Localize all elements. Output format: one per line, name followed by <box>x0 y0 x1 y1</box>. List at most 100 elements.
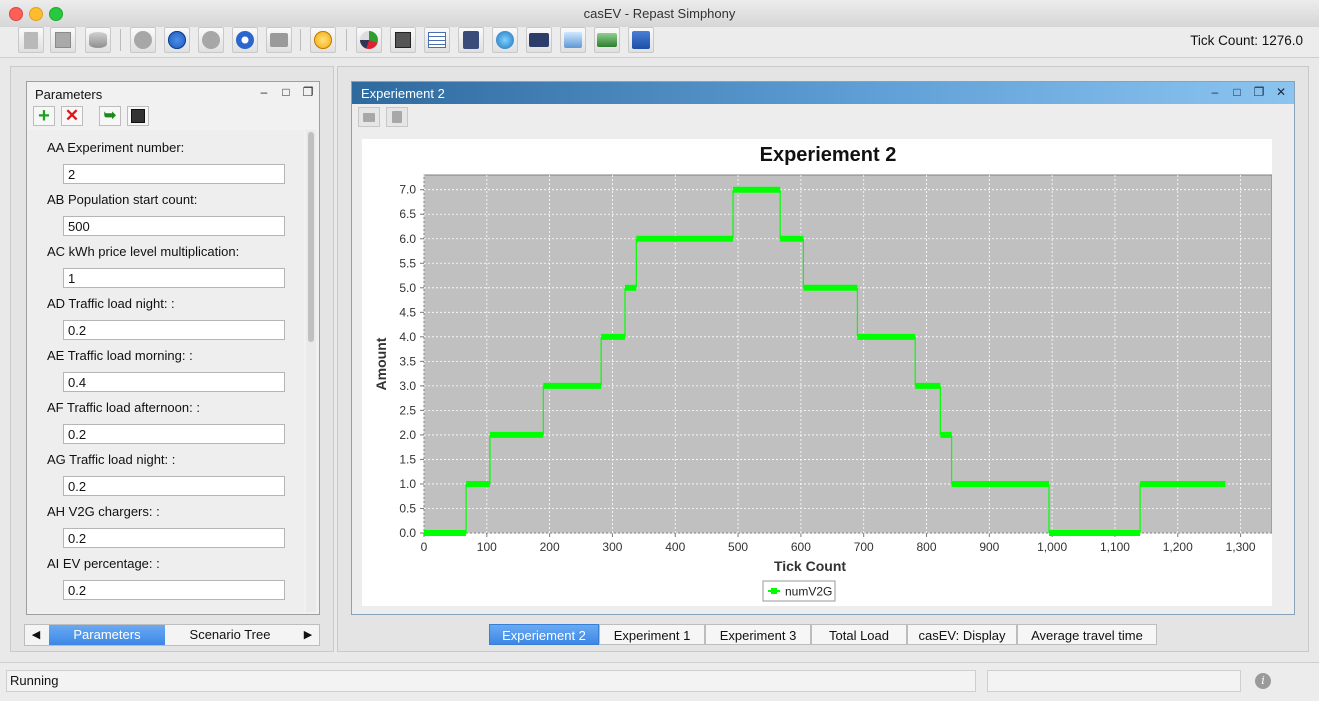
film-button[interactable] <box>526 27 552 53</box>
traffic-load-night-field[interactable] <box>63 320 285 340</box>
save-model-button[interactable] <box>50 27 76 53</box>
y-tick-label: 4.5 <box>399 305 416 319</box>
initialize-run-button[interactable] <box>130 27 156 53</box>
grid-display-icon <box>632 31 650 49</box>
maximize-icon[interactable]: □ <box>1233 85 1241 99</box>
database-button[interactable] <box>85 27 111 53</box>
tab-parameters[interactable]: Parameters <box>49 625 165 645</box>
chart-svg: Experiement 2 0 100 200 300 400 500 600 700 800 90… <box>373 144 1273 602</box>
population-start-count-field[interactable] <box>63 216 285 236</box>
y-tick-label: 5.0 <box>399 281 416 295</box>
save-settings-icon <box>395 32 411 48</box>
status-field <box>6 670 976 692</box>
pie-chart-button[interactable] <box>356 27 382 53</box>
v2g-chargers-field[interactable] <box>63 528 285 548</box>
scrollbar-thumb[interactable] <box>308 132 314 342</box>
database-icon <box>89 32 107 48</box>
plot-background <box>423 174 1273 534</box>
y-tick-label: 1.5 <box>399 452 416 466</box>
experiment-number-field[interactable] <box>63 164 285 184</box>
ev-percentage-field[interactable] <box>63 580 285 600</box>
kwh-price-multiplication-field[interactable] <box>63 268 285 288</box>
restore-icon[interactable]: ❐ <box>1253 85 1265 99</box>
x-tick-label: 1,200 <box>1163 540 1193 554</box>
traffic-load-night-2-field[interactable] <box>63 476 285 496</box>
reset-icon <box>270 33 288 47</box>
close-icon[interactable]: ✕ <box>1275 85 1287 99</box>
reset-button[interactable] <box>266 27 292 53</box>
chart-title: Experiement 2 <box>760 144 897 166</box>
film-icon <box>529 33 549 47</box>
x-tick-label: 1,100 <box>1100 540 1130 554</box>
y-axis-label: Amount <box>373 337 389 390</box>
grid-display-button[interactable] <box>628 27 654 53</box>
yellow-star-icon <box>314 31 332 49</box>
camera-group-button[interactable] <box>594 27 620 53</box>
x-tick-label: 400 <box>665 540 685 554</box>
load-model-icon <box>24 31 38 49</box>
table-button[interactable] <box>424 27 450 53</box>
info-icon[interactable]: i <box>1255 673 1271 689</box>
param-label: AI EV percentage: : <box>47 556 160 571</box>
y-tick-label: 6.0 <box>399 232 416 246</box>
chart-tab-0[interactable]: Experiement 2 <box>489 624 599 645</box>
chart-tab-3[interactable]: Total Load <box>811 624 907 645</box>
parameters-header: Parameters – □ ❐ <box>27 82 319 104</box>
apply-parameters-button[interactable]: ➥ <box>99 106 121 126</box>
add-parameter-button[interactable]: + <box>33 106 55 126</box>
parameters-panel: Parameters – □ ❐ + ✕ ➥ AA Experiment num… <box>26 81 320 615</box>
tab-scenario-tree[interactable]: Scenario Tree <box>189 627 271 642</box>
chart-tab-1[interactable]: Experiment 1 <box>599 624 705 645</box>
window-maximize-button[interactable] <box>49 7 63 21</box>
traffic-load-afternoon-field[interactable] <box>63 424 285 444</box>
restore-icon[interactable]: ❐ <box>302 85 314 99</box>
chart-export-button[interactable] <box>386 107 408 127</box>
x-tick-label: 600 <box>791 540 811 554</box>
param-label: AG Traffic load night: : <box>47 452 176 467</box>
save-settings-button[interactable] <box>390 27 416 53</box>
chart-snapshot-button[interactable] <box>358 107 380 127</box>
maximize-icon[interactable]: □ <box>282 85 290 99</box>
window-minimize-button[interactable] <box>29 7 43 21</box>
window-close-button[interactable] <box>9 7 23 21</box>
chart-tab-2[interactable]: Experiment 3 <box>705 624 811 645</box>
step-icon <box>202 31 220 49</box>
arrow-left-icon: ◀ <box>31 629 41 641</box>
window-title: casEV - Repast Simphony <box>583 6 736 21</box>
calculator-button[interactable] <box>458 27 484 53</box>
chart-frame-titlebar: Experiement 2 – □ ❐ ✕ <box>352 82 1294 104</box>
load-model-button[interactable] <box>18 27 44 53</box>
parameters-list: AA Experiment number: AB Population star… <box>28 130 304 612</box>
save-parameters-button[interactable] <box>127 106 149 126</box>
minimize-icon[interactable]: – <box>1211 85 1219 99</box>
parameters-scrollbar[interactable] <box>306 130 316 612</box>
stop-button[interactable] <box>232 27 258 53</box>
x-tick-label: 1,000 <box>1037 540 1067 554</box>
pie-chart-icon <box>360 31 378 49</box>
status-bar: Running i <box>0 662 1319 701</box>
param-label: AF Traffic load afternoon: : <box>47 400 200 415</box>
x-tick-label: 500 <box>728 540 748 554</box>
tab-scroll-left-button[interactable]: ◀ <box>25 625 47 645</box>
chart-tab-4[interactable]: casEV: Display <box>907 624 1017 645</box>
y-tick-label: 2.0 <box>399 428 416 442</box>
globe-icon <box>496 31 514 49</box>
pause-button[interactable] <box>164 27 190 53</box>
step-button[interactable] <box>198 27 224 53</box>
chart-tab-5[interactable]: Average travel time <box>1017 624 1157 645</box>
yellow-star-button[interactable] <box>310 27 336 53</box>
globe-button[interactable] <box>492 27 518 53</box>
x-tick-label: 200 <box>540 540 560 554</box>
pause-icon <box>168 31 186 49</box>
tab-scroll-right-button[interactable]: ▶ <box>297 625 319 645</box>
remove-parameter-button[interactable]: ✕ <box>61 106 83 126</box>
chart-internal-frame: Experiement 2 – □ ❐ ✕ Experiement 2 0 100 2… <box>351 81 1295 615</box>
save-model-icon <box>55 32 71 48</box>
right-panel: Experiement 2 – □ ❐ ✕ Experiement 2 0 100 2… <box>337 66 1309 652</box>
x-tick-label: 700 <box>854 540 874 554</box>
minimize-icon[interactable]: – <box>260 85 268 99</box>
traffic-load-morning-field[interactable] <box>63 372 285 392</box>
plus-icon: + <box>38 105 50 127</box>
y-tick-label: 5.5 <box>399 256 416 270</box>
zoom-button[interactable] <box>560 27 586 53</box>
